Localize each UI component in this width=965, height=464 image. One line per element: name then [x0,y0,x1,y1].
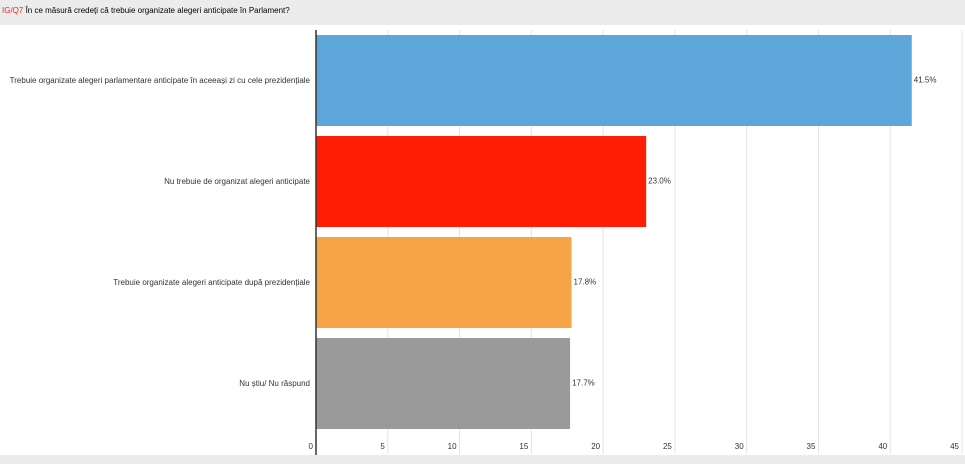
bar [316,136,647,227]
x-tick-label: 10 [448,442,457,451]
x-tick-label: 45 [950,442,959,451]
x-tick-label: 30 [735,442,744,451]
category-label: Nu știu/ Nu răspund [239,379,310,388]
bar [316,237,572,328]
category-label: Trebuie organizate alegeri parlamentare … [9,76,310,85]
value-label: 41.5% [914,76,937,85]
x-tick-label: 25 [663,442,672,451]
category-label: Nu trebuie de organizat alegeri anticipa… [164,177,310,186]
bar [316,35,912,126]
footer-bar [0,455,965,464]
x-tick-label: 20 [591,442,600,451]
question: În ce măsură credeți că trebuie organiza… [25,6,290,15]
x-tick-label: 5 [380,442,385,451]
question-code: IG/Q7 [2,6,24,15]
category-label: Trebuie organizate alegeri anticipate du… [113,278,310,287]
x-tick-label: 35 [807,442,816,451]
x-tick-label: 15 [519,442,528,451]
value-label: 17.8% [574,278,597,287]
header: IG/Q7 În ce măsură credeți că trebuie or… [0,0,965,25]
x-tick-label: 40 [878,442,887,451]
value-label: 17.7% [572,379,595,388]
bar [316,338,571,429]
value-label: 23.0% [648,177,671,186]
x-tick-label: 0 [309,442,314,451]
